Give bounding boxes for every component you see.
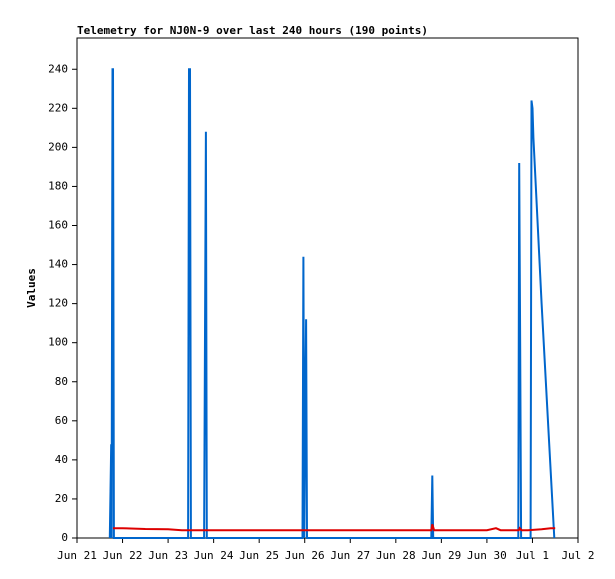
y-tick-label: 40 — [55, 453, 68, 466]
y-axis-label: Values — [25, 268, 38, 308]
x-tick-label: Jun 25 — [239, 549, 279, 562]
x-tick-label: Jun 23 — [148, 549, 188, 562]
y-tick-label: 240 — [48, 62, 68, 75]
x-tick-label: Jul 1 — [516, 549, 549, 562]
y-tick-label: 20 — [55, 492, 68, 505]
y-tick-label: 160 — [48, 219, 68, 232]
x-tick-label: Jun 28 — [376, 549, 416, 562]
chart-title: Telemetry for NJ0N-9 over last 240 hours… — [77, 24, 428, 37]
x-tick-label: Jun 26 — [285, 549, 325, 562]
y-tick-label: 220 — [48, 101, 68, 114]
y-tick-label: 80 — [55, 375, 68, 388]
y-tick-label: 180 — [48, 179, 68, 192]
y-tick-label: 120 — [48, 297, 68, 310]
x-tick-label: Jun 21 — [57, 549, 97, 562]
x-tick-label: Jun 29 — [421, 549, 461, 562]
x-tick-label: Jun 27 — [330, 549, 370, 562]
x-tick-label: Jun 24 — [194, 549, 234, 562]
series-line — [108, 68, 556, 539]
y-tick-label: 200 — [48, 140, 68, 153]
x-tick-label: Jun 22 — [103, 549, 143, 562]
x-tick-label: Jul 2 — [561, 549, 594, 562]
series-line — [113, 524, 556, 532]
y-tick-label: 0 — [61, 531, 68, 544]
y-tick-label: 140 — [48, 258, 68, 271]
y-tick-label: 100 — [48, 336, 68, 349]
y-tick-label: 60 — [55, 414, 68, 427]
x-tick-label: Jun 30 — [467, 549, 507, 562]
